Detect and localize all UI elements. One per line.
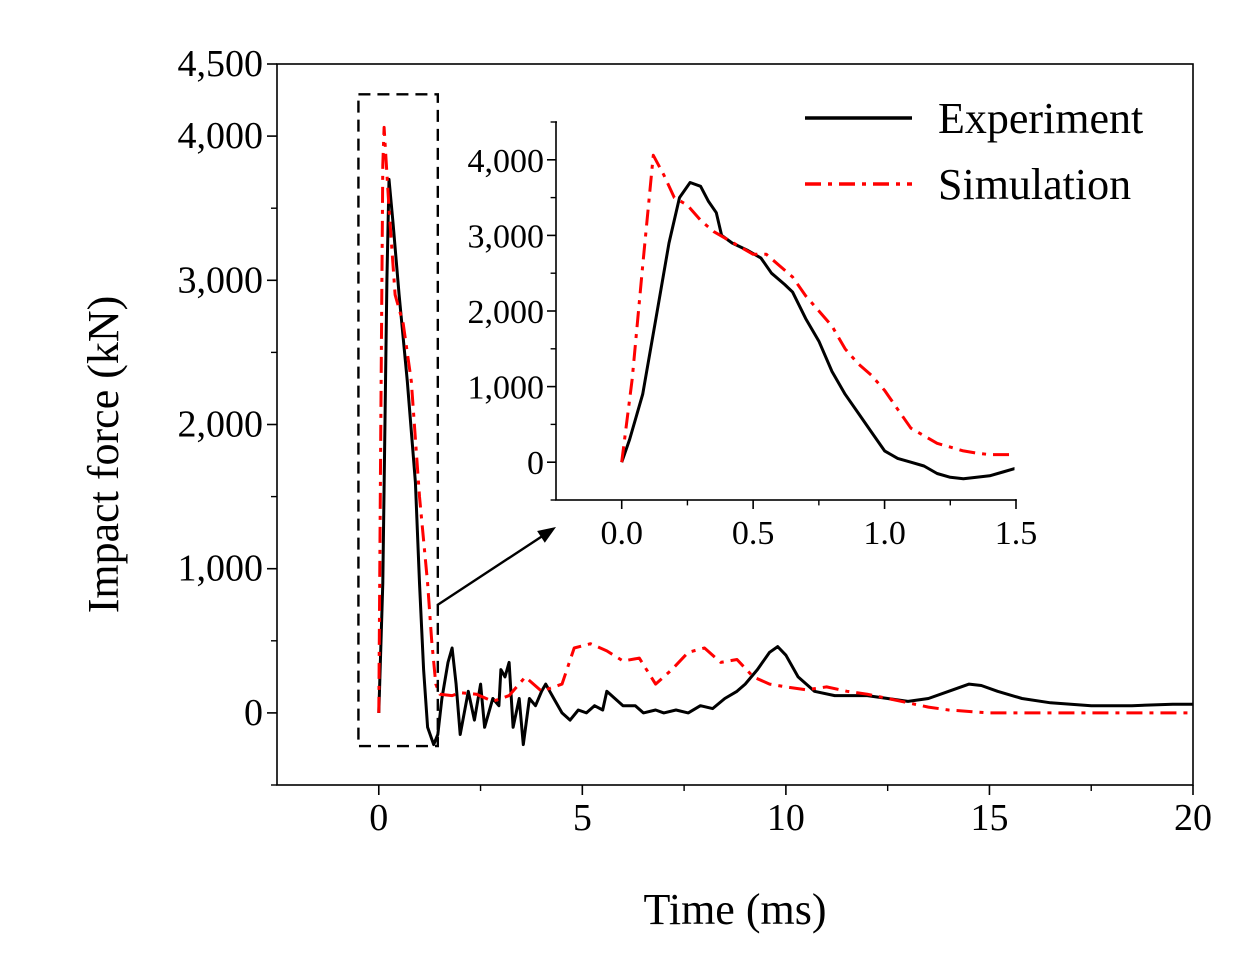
x-axis-title: Time (ms) bbox=[644, 885, 827, 934]
inset-y-tick-label: 0 bbox=[527, 445, 544, 482]
inset-y-tick-label: 3,000 bbox=[468, 218, 545, 255]
main-y-tick-label: 4,500 bbox=[178, 43, 264, 85]
y-axis-title: Impact force (kN) bbox=[79, 296, 128, 614]
main-y-tick-label: 2,000 bbox=[178, 404, 264, 446]
main-y-tick-label: 4,000 bbox=[178, 115, 264, 157]
inset-x-tick-label: 1.0 bbox=[863, 515, 906, 552]
legend-label-experiment: Experiment bbox=[938, 94, 1143, 143]
inset-plot-area: 0.0 0.5 1.0 1.5 0 1,000 2,000 3,000 4,000 bbox=[468, 120, 1038, 552]
inset-y-tick-label: 1,000 bbox=[468, 370, 545, 407]
inset-background bbox=[556, 122, 1016, 500]
inset-y-tick-label: 2,000 bbox=[468, 294, 545, 331]
zoom-arrow-line bbox=[437, 533, 545, 606]
main-x-tick-label: 15 bbox=[970, 797, 1008, 839]
inset-x-tick-label: 0.0 bbox=[600, 515, 643, 552]
main-plot-area: 0 5 10 15 20 0 1,000 2,000 3,000 4,000 4,500 bbox=[178, 43, 1213, 839]
main-y-tick-label: 3,000 bbox=[178, 259, 264, 301]
main-x-tick-label: 5 bbox=[573, 797, 592, 839]
zoom-region-box bbox=[357, 93, 440, 748]
main-x-tick-label: 0 bbox=[369, 797, 388, 839]
inset-y-tick-label: 4,000 bbox=[468, 143, 545, 180]
main-series-experiment bbox=[377, 177, 1193, 747]
inset-x-tick-label: 1.5 bbox=[995, 515, 1038, 552]
main-x-tick-label: 20 bbox=[1174, 797, 1212, 839]
main-series-simulation bbox=[377, 125, 1193, 715]
zoom-arrow-head bbox=[537, 527, 556, 543]
main-x-tick-label: 10 bbox=[767, 797, 805, 839]
legend-label-simulation: Simulation bbox=[938, 160, 1131, 209]
inset-series-simulation bbox=[620, 153, 1016, 463]
main-y-tick-label: 1,000 bbox=[178, 548, 264, 590]
inset-x-tick-label: 0.5 bbox=[732, 515, 775, 552]
main-y-tick-label: 0 bbox=[244, 692, 263, 734]
inset-series-experiment bbox=[620, 181, 1017, 481]
legend: Experiment Simulation bbox=[805, 94, 1143, 209]
